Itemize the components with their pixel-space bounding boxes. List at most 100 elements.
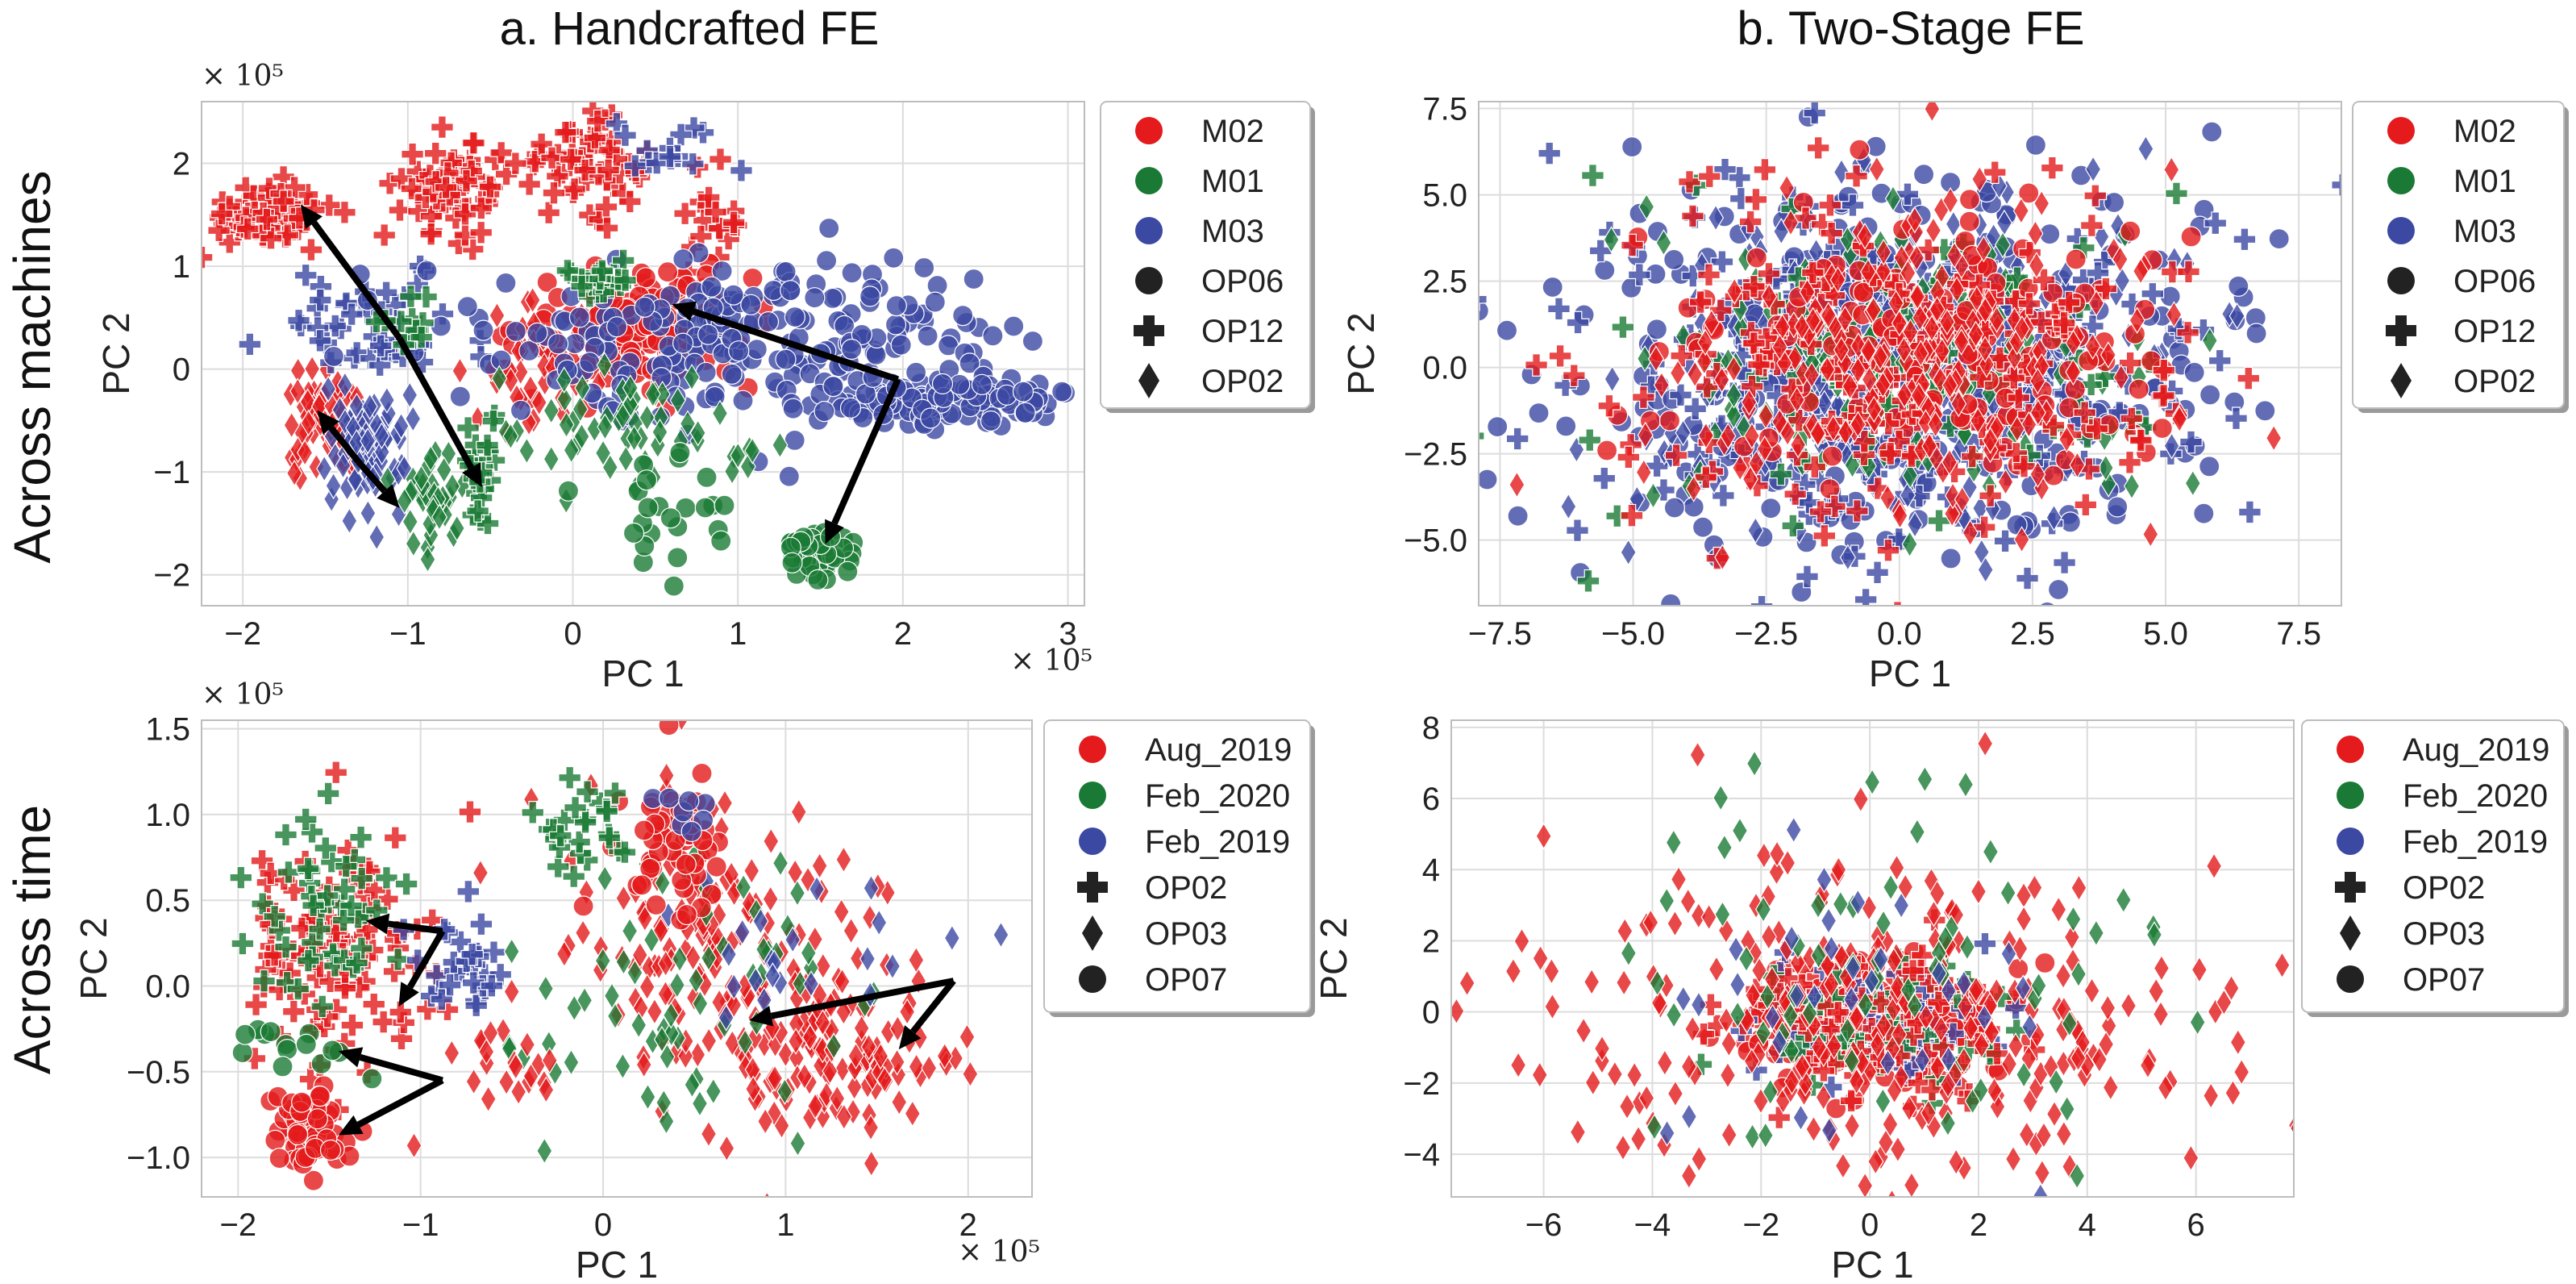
data-point	[1725, 381, 1742, 409]
data-point	[811, 852, 828, 880]
data-point	[394, 872, 418, 896]
data-point	[1857, 990, 1874, 1019]
data-point	[1681, 264, 1705, 288]
data-point	[1532, 944, 1549, 973]
data-point	[1732, 454, 1749, 482]
data-point	[963, 268, 984, 290]
data-point	[622, 522, 645, 544]
data-point	[1690, 991, 1708, 1019]
data-point	[740, 294, 762, 315]
data-point	[1729, 970, 1746, 998]
data-point	[1513, 928, 1530, 955]
data-point	[1850, 889, 1866, 916]
data-point	[1927, 990, 1950, 1015]
data-point	[669, 441, 691, 464]
data-point	[1569, 1118, 1587, 1146]
data-point	[2058, 425, 2075, 453]
legend-label: OP12	[1201, 314, 1284, 349]
data-point	[622, 374, 639, 402]
data-point	[557, 480, 580, 502]
data-point	[1888, 854, 1905, 882]
data-point	[510, 1078, 527, 1106]
data-point	[2163, 156, 2180, 184]
y-tick-label: 1	[173, 249, 190, 285]
arrow-head	[338, 1115, 364, 1136]
x-axis-label: PC 1	[601, 652, 684, 694]
data-point	[2177, 260, 2200, 284]
legend-label: Feb_2020	[2403, 778, 2548, 814]
data-point	[333, 976, 357, 1000]
data-point	[1933, 1015, 1950, 1043]
data-point	[289, 377, 306, 405]
data-point	[2199, 456, 2220, 477]
data-point	[518, 437, 535, 465]
data-point	[1779, 174, 1796, 202]
data-point	[322, 1040, 343, 1061]
data-point	[1857, 223, 1874, 250]
annotation-arrow	[910, 978, 956, 1034]
data-point	[2080, 214, 2104, 237]
data-point	[2058, 1095, 2075, 1123]
data-point	[772, 849, 789, 878]
data-point	[2245, 323, 2267, 344]
data-point	[1621, 136, 1643, 158]
data-point	[696, 466, 718, 488]
data-point	[1554, 373, 1577, 398]
data-point	[1887, 429, 1911, 453]
data-point	[1670, 865, 1688, 894]
data-point	[1970, 878, 1987, 906]
data-point	[1929, 1054, 1946, 1082]
data-point	[1810, 941, 1827, 969]
data-point	[1755, 895, 1772, 923]
data-point	[993, 921, 1009, 948]
data-point	[709, 148, 732, 171]
data-point	[2102, 1073, 2119, 1102]
data-point	[1975, 235, 1992, 263]
data-point	[495, 272, 517, 294]
data-point	[720, 940, 737, 968]
data-point	[863, 874, 880, 902]
data-point	[777, 1040, 794, 1068]
data-point	[272, 1056, 293, 1078]
data-point	[595, 799, 619, 823]
data-point	[822, 1057, 839, 1085]
data-point	[788, 1028, 805, 1055]
data-point	[469, 196, 493, 220]
data-point	[287, 308, 310, 332]
data-point	[2073, 401, 2096, 424]
data-point	[1781, 514, 1805, 538]
data-point	[562, 865, 586, 888]
data-point	[2183, 1144, 2199, 1172]
data-point	[2118, 351, 2142, 375]
data-point	[1946, 241, 1963, 269]
data-point	[536, 1137, 553, 1165]
data-point	[2105, 236, 2122, 265]
data-point	[2184, 469, 2201, 497]
data-point	[1783, 924, 1800, 953]
data-point	[309, 1085, 331, 1107]
data-point	[1924, 102, 1941, 123]
data-point	[1917, 409, 1934, 436]
data-point	[434, 176, 458, 199]
data-point	[1584, 1069, 1601, 1096]
data-point	[1896, 336, 1912, 364]
data-point	[1852, 786, 1869, 813]
data-point	[1547, 297, 1571, 321]
data-point	[1688, 290, 1712, 314]
data-point	[1687, 102, 1696, 103]
data-point	[435, 456, 452, 484]
data-point	[300, 409, 317, 437]
data-point	[556, 259, 580, 282]
data-point	[375, 866, 398, 890]
x-tick-label: 0.0	[1877, 616, 1922, 652]
data-point	[368, 334, 393, 358]
data-point	[636, 905, 653, 932]
data-point	[1799, 278, 1816, 306]
data-point	[1566, 311, 1590, 335]
data-point	[1626, 1061, 1643, 1089]
data-point	[389, 1027, 414, 1051]
data-point	[399, 285, 422, 308]
data-point	[2228, 275, 2249, 297]
data-point	[396, 487, 413, 515]
data-point	[297, 948, 320, 973]
